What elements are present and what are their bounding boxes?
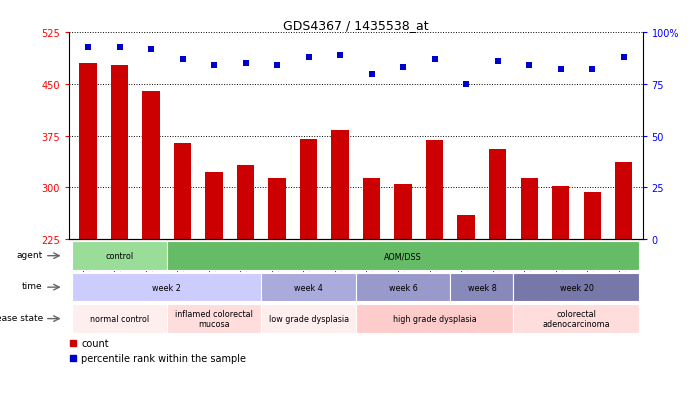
Bar <box>237 165 254 240</box>
Point <box>429 57 440 63</box>
Bar <box>261 273 356 302</box>
Point <box>555 67 566 74</box>
Bar <box>395 185 412 240</box>
Bar <box>356 304 513 333</box>
Bar <box>111 65 129 240</box>
Bar <box>513 304 639 333</box>
Bar <box>363 179 380 240</box>
Bar <box>79 64 97 240</box>
Bar <box>205 173 223 240</box>
Bar <box>513 273 639 302</box>
Bar <box>174 143 191 240</box>
Text: low grade dysplasia: low grade dysplasia <box>269 314 349 323</box>
Text: colorectal
adenocarcinoma: colorectal adenocarcinoma <box>542 309 610 328</box>
Point <box>366 71 377 78</box>
Title: GDS4367 / 1435538_at: GDS4367 / 1435538_at <box>283 19 428 32</box>
Text: control: control <box>106 252 133 261</box>
Bar <box>268 179 286 240</box>
Point <box>397 65 408 71</box>
Bar <box>451 273 513 302</box>
Bar <box>489 150 507 240</box>
Bar <box>615 162 632 240</box>
Bar <box>73 242 167 271</box>
Text: AOM/DSS: AOM/DSS <box>384 252 422 261</box>
Point <box>524 63 535 69</box>
Bar <box>73 273 261 302</box>
Text: week 2: week 2 <box>152 283 181 292</box>
Text: week 6: week 6 <box>389 283 417 292</box>
Bar <box>167 242 639 271</box>
Point <box>334 52 346 59</box>
Point <box>587 67 598 74</box>
Point <box>177 57 188 63</box>
Text: high grade dysplasia: high grade dysplasia <box>392 314 477 323</box>
Bar <box>583 193 601 240</box>
Point <box>461 81 472 88</box>
Text: week 8: week 8 <box>468 283 496 292</box>
Text: count: count <box>81 338 108 348</box>
Text: week 20: week 20 <box>560 283 594 292</box>
Point <box>618 55 630 61</box>
Point <box>272 63 283 69</box>
Bar <box>300 140 317 240</box>
Bar <box>552 187 569 240</box>
Point <box>146 46 157 53</box>
Text: agent: agent <box>17 250 43 259</box>
Bar <box>167 304 261 333</box>
Bar <box>457 216 475 240</box>
Text: time: time <box>22 282 43 290</box>
Point <box>209 63 220 69</box>
Point <box>492 59 503 65</box>
Text: disease state: disease state <box>0 313 43 322</box>
Bar <box>73 304 167 333</box>
Bar <box>520 179 538 240</box>
Bar <box>261 304 356 333</box>
Point <box>303 55 314 61</box>
Text: week 4: week 4 <box>294 283 323 292</box>
Text: inflamed colorectal
mucosa: inflamed colorectal mucosa <box>175 309 253 328</box>
Bar <box>426 141 444 240</box>
Text: normal control: normal control <box>90 314 149 323</box>
Point <box>114 44 125 51</box>
Point <box>240 61 251 67</box>
Bar <box>142 92 160 240</box>
Point <box>82 44 93 51</box>
Bar <box>332 131 349 240</box>
Bar <box>356 273 451 302</box>
Text: percentile rank within the sample: percentile rank within the sample <box>81 354 246 363</box>
